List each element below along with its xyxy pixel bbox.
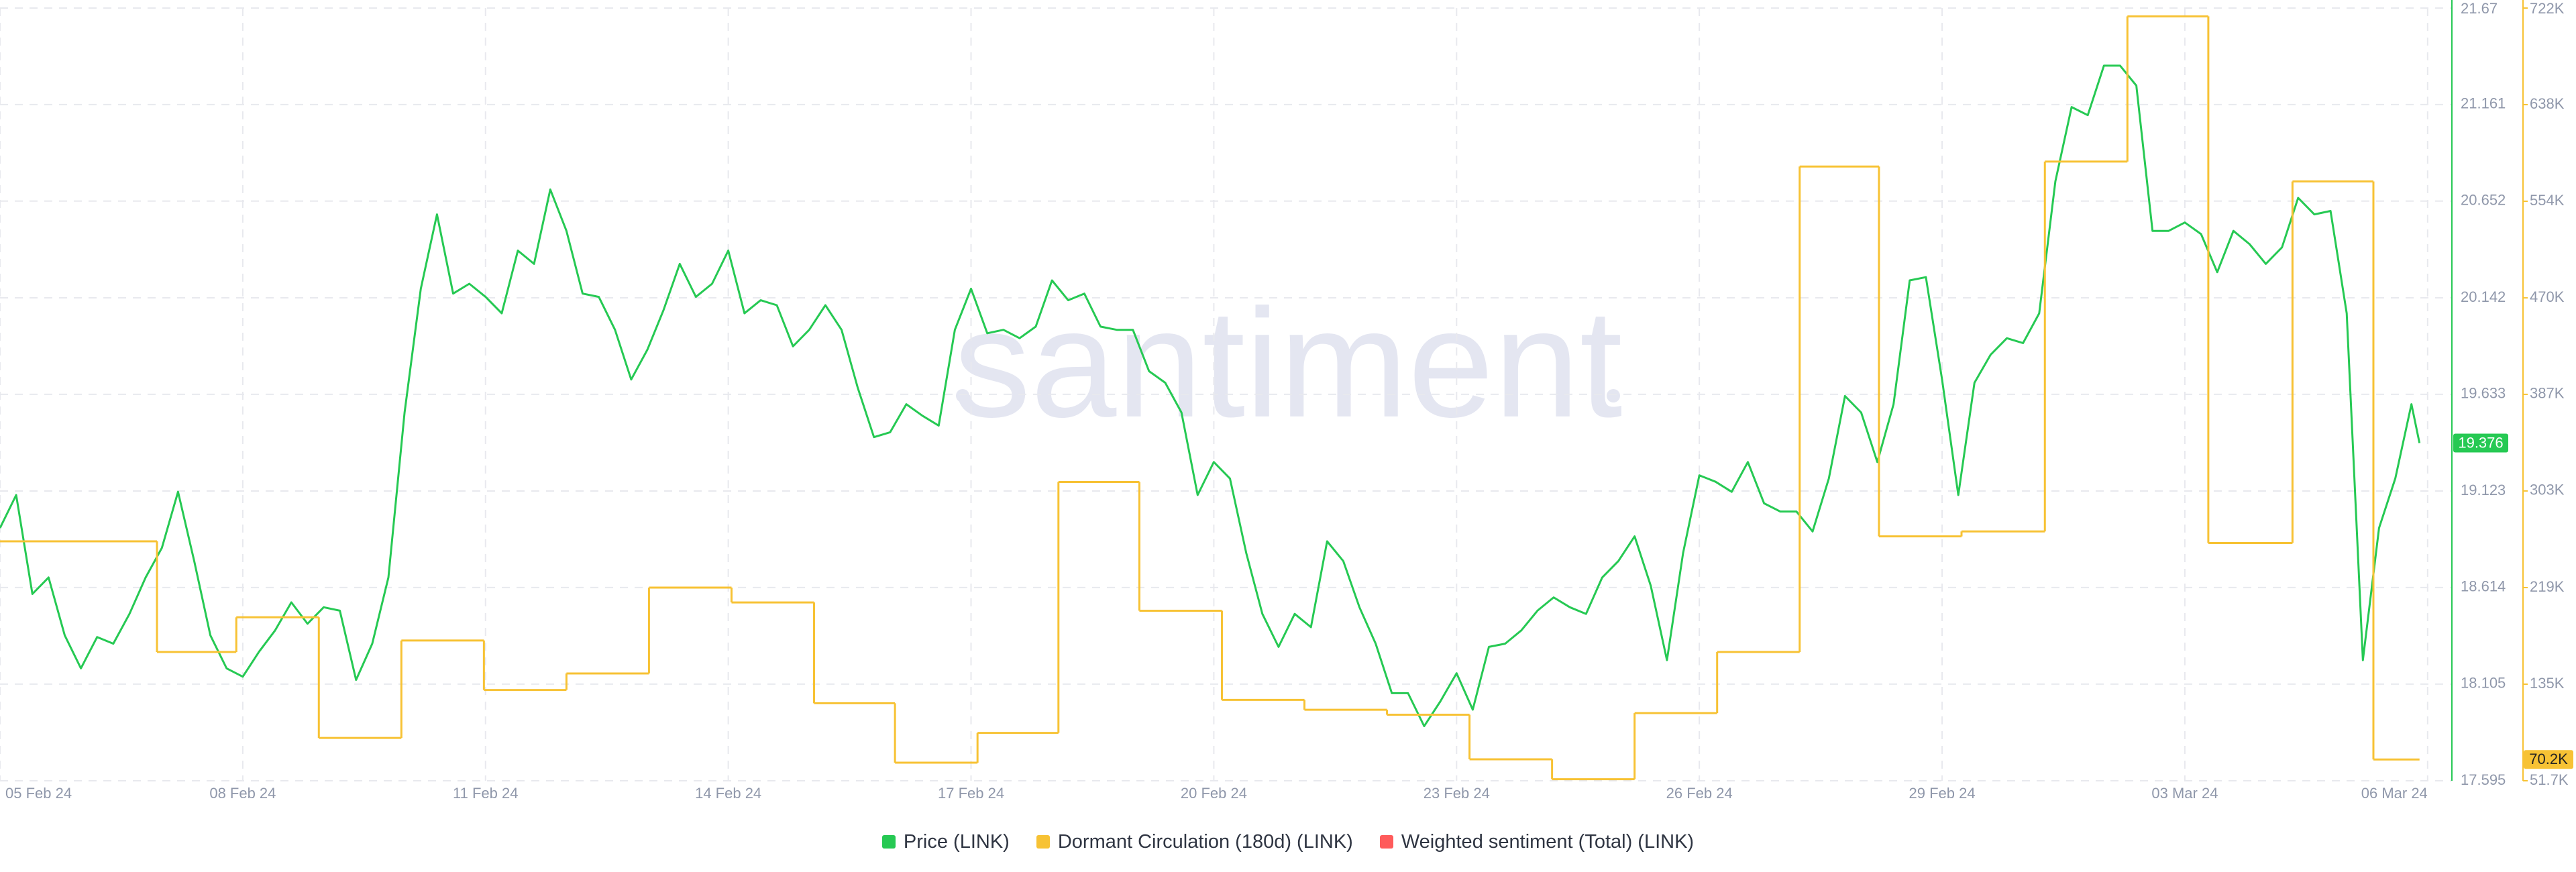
- x-tick-label: 11 Feb 24: [453, 785, 518, 802]
- y2-tick-label: 554K: [2530, 192, 2565, 209]
- watermark-dot: [956, 389, 969, 402]
- legend-swatch: [1379, 835, 1393, 849]
- chart: santiment 21.67 21.161 20.652 20.142 19.633 1…: [0, 0, 2573, 802]
- legend: Price (LINK) Dormant Circulation (180d) (…: [0, 826, 2576, 857]
- watermark-dot: [1607, 389, 1620, 402]
- y-tick-label: 21.67: [2461, 0, 2498, 17]
- watermark: santiment: [953, 277, 1622, 449]
- x-tick-label: 06 Mar 24: [2361, 785, 2428, 802]
- legend-item[interactable]: Price (LINK): [881, 830, 1010, 853]
- y-tick-label: 18.105: [2461, 675, 2506, 692]
- y2-tick-label: 722K: [2530, 0, 2565, 17]
- x-tick-label: 20 Feb 24: [1181, 785, 1247, 802]
- last-value-label: 70.2K: [2529, 751, 2568, 767]
- price-line: [0, 64, 2421, 728]
- y2-tick-label: 219K: [2530, 578, 2565, 595]
- x-tick-label: 05 Feb 24: [5, 785, 72, 802]
- legend-label: Dormant Circulation (180d) (LINK): [1057, 830, 1353, 853]
- y2-tick-label: 135K: [2530, 675, 2565, 692]
- legend-item[interactable]: Weighted sentiment (Total) (LINK): [1379, 830, 1695, 853]
- y2-tick-label: 303K: [2530, 482, 2565, 498]
- x-tick-label: 29 Feb 24: [1909, 785, 1976, 802]
- y-tick-label: 20.142: [2461, 288, 2506, 305]
- y-tick-label: 19.123: [2461, 482, 2506, 498]
- legend-label: Weighted sentiment (Total) (LINK): [1401, 830, 1695, 853]
- y-tick-label: 17.595: [2461, 771, 2506, 788]
- x-tick-label: 26 Feb 24: [1666, 785, 1733, 802]
- legend-swatch: [881, 835, 896, 849]
- last-value-badge: [2524, 750, 2573, 769]
- y-tick-label: 19.633: [2461, 385, 2506, 402]
- y-tick-label: 21.161: [2461, 95, 2506, 112]
- x-tick-label: 17 Feb 24: [938, 785, 1004, 802]
- legend-item[interactable]: Dormant Circulation (180d) (LINK): [1036, 831, 1353, 853]
- legend-label: Price (LINK): [903, 830, 1010, 853]
- y2-tick-label: 470K: [2530, 288, 2565, 305]
- x-tick-label: 14 Feb 24: [695, 785, 761, 802]
- last-value-label: 19.376: [2458, 434, 2503, 451]
- x-tick-label: 03 Mar 24: [2151, 785, 2218, 802]
- x-tick-label: 23 Feb 24: [1424, 785, 1490, 802]
- y2-tick-label: 638K: [2530, 95, 2565, 112]
- x-tick-label: 08 Feb 24: [209, 785, 276, 802]
- y-tick-label: 18.614: [2461, 578, 2506, 595]
- y-tick-label: 20.652: [2461, 192, 2506, 209]
- y2-tick-label: 51.7K: [2530, 771, 2569, 788]
- legend-swatch: [1036, 835, 1050, 849]
- y2-tick-label: 387K: [2530, 385, 2565, 402]
- last-value-badge: [2453, 433, 2508, 453]
